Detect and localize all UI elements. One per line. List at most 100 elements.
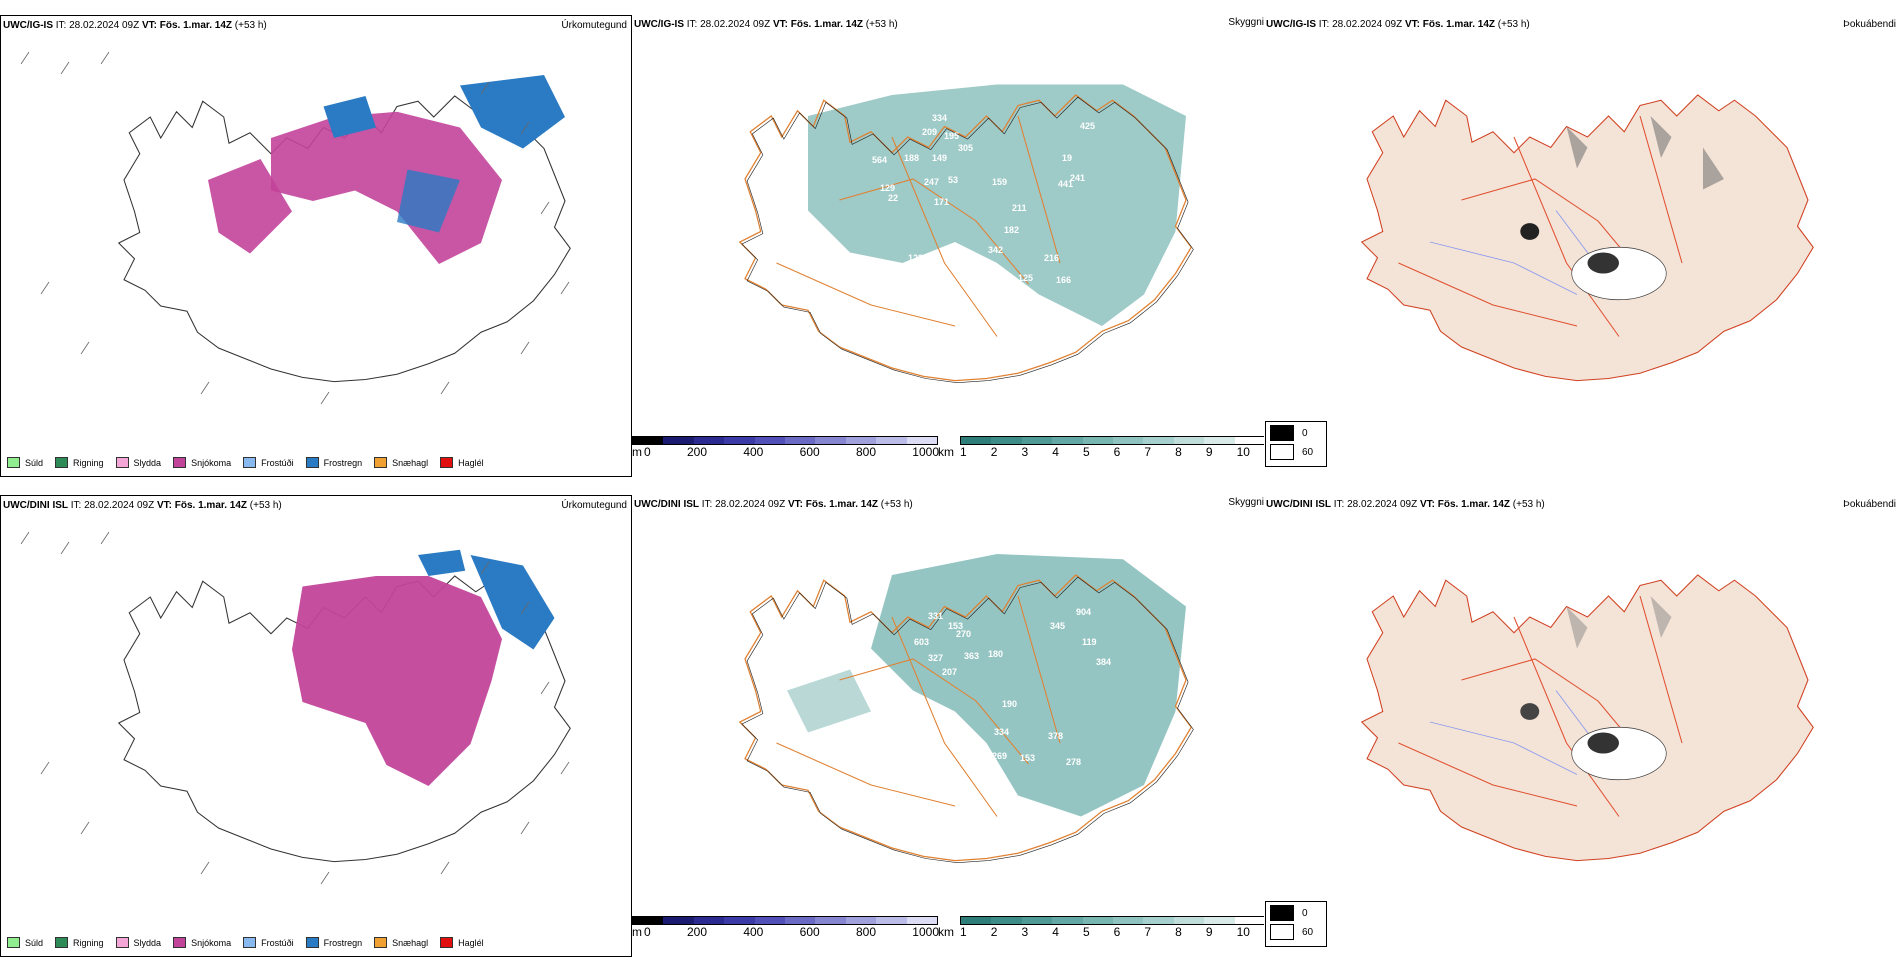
legend-item: Súld: [7, 457, 43, 468]
panel-title: UWC/DINI ISL IT: 28.02.2024 09Z VT: Fös.…: [1266, 499, 1545, 510]
fog-index-panel-bottom: UWC/DINI ISL IT: 28.02.2024 09Z VT: Fös.…: [1264, 495, 1896, 957]
legend-item: Haglél: [440, 937, 484, 948]
visibility-colorbar: [960, 436, 1264, 445]
precip-map: [20, 51, 571, 405]
fog-map: [1361, 94, 1814, 382]
cloud-base-value: 166: [1056, 275, 1071, 285]
cloud-base-value: 207: [942, 667, 957, 677]
cloud-base-unit: m: [632, 445, 642, 459]
cloud-base-value: 188: [904, 153, 919, 163]
panel-title: UWC/DINI ISL IT: 28.02.2024 09Z VT: Fös.…: [3, 500, 282, 511]
cloud-base-value: 125: [1018, 273, 1033, 283]
cloud-base-value: 269: [992, 751, 1007, 761]
cloud-base-value: 186: [880, 277, 895, 287]
cloud-base-value: 190: [1002, 699, 1017, 709]
cloud-base-value: 129: [880, 183, 895, 193]
panel-variable-label: Skyggni: [1228, 497, 1264, 508]
legend-item: Snæhagl: [374, 937, 428, 948]
visibility-unit: km: [938, 445, 954, 459]
cloud-base-value: 209: [922, 127, 937, 137]
cloud-base-value: 270: [956, 629, 971, 639]
panel-variable-label: Skyggni: [1228, 17, 1264, 28]
cloud-base-value: 904: [1076, 607, 1091, 617]
legend-item: Snjókoma: [173, 937, 231, 948]
visibility-unit: km: [938, 925, 954, 939]
cloud-base-colorbar: [632, 916, 938, 925]
panel-title: UWC/DINI ISL IT: 28.02.2024 09Z VT: Fös.…: [634, 499, 913, 510]
cloud-base-value: 159: [992, 177, 1007, 187]
legend-item: Súld: [7, 937, 43, 948]
legend-item: Snæhagl: [374, 457, 428, 468]
fog-map: [1361, 574, 1814, 862]
cloud-base-value: 241: [1070, 173, 1085, 183]
legend-item: Frostregn: [305, 457, 362, 468]
visibility-colorbar: [960, 916, 1264, 925]
cloud-base-value: 153: [948, 621, 963, 631]
cloud-base-value: 560: [972, 745, 987, 755]
legend-item: Haglél: [440, 457, 484, 468]
cloud-base-value: 153: [1020, 753, 1035, 763]
cloud-base-unit: m: [632, 925, 642, 939]
panel-title: UWC/IG-IS IT: 28.02.2024 09Z VT: Fös. 1.…: [1266, 19, 1530, 30]
cloud-base-value: 19: [1062, 153, 1072, 163]
cloud-base-value: 331: [928, 611, 943, 621]
cloud-base-value: 153: [914, 757, 929, 767]
cloud-base-value: 363: [964, 651, 979, 661]
panel-variable-label: Úrkomutegund: [561, 20, 627, 31]
cloud-base-value: 378: [1048, 731, 1063, 741]
visibility-ticks: 1 2 3 4 5 6 7 8 9 10: [960, 445, 1250, 459]
cloud-base-value: 247: [924, 177, 939, 187]
cloud-base-value: 305: [958, 143, 973, 153]
visibility-ticks: 1 2 3 4 5 6 7 8 9 10: [960, 925, 1250, 939]
cloud-base-value: 327: [928, 653, 943, 663]
fog-legend: 0 60: [1265, 421, 1327, 467]
cloud-base-value: 171: [934, 197, 949, 207]
cloud-base-ticks: 0 200 400 600 800 1000: [644, 445, 939, 459]
cloud-base-value: 342: [988, 245, 1003, 255]
cloud-visibility-panel-top: UWC/IG-IS IT: 28.02.2024 09Z VT: Fös. 1.…: [632, 15, 1264, 477]
precip-type-panel-top: UWC/IG-IS IT: 28.02.2024 09Z VT: Fös. 1.…: [0, 15, 632, 477]
legend-item: Snjókoma: [173, 457, 231, 468]
legend-item: Frostúði: [243, 937, 294, 948]
cloud-base-value: 345: [1050, 621, 1065, 631]
panel-variable-label: Úrkomutegund: [561, 500, 627, 511]
legend-item: Slydda: [115, 457, 161, 468]
cloud-base-value: 123: [908, 253, 923, 263]
cloud-base-value: 334: [994, 727, 1009, 737]
cloud-base-value: 441: [1058, 179, 1073, 189]
cloud-base-value: 219: [996, 275, 1011, 285]
cloud-base-value: 246: [896, 753, 911, 763]
cloud-base-value: 53: [948, 175, 958, 185]
cloud-base-ticks: 0 200 400 600 800 1000: [644, 925, 939, 939]
legend-item: Rigning: [55, 937, 104, 948]
cloud-base-value: 425: [1080, 121, 1095, 131]
cloud-visibility-panel-bottom: UWC/DINI ISL IT: 28.02.2024 09Z VT: Fös.…: [632, 495, 1264, 957]
cloud-base-value: 182: [1004, 225, 1019, 235]
cloud-base-value: 180: [988, 649, 1003, 659]
cloud-base-value: 564: [872, 155, 887, 165]
precip-type-panel-bottom: UWC/DINI ISL IT: 28.02.2024 09Z VT: Fös.…: [0, 495, 632, 957]
cloud-base-value: 149: [932, 153, 947, 163]
precip-map: [20, 531, 571, 885]
precip-type-legend: Súld Rigning Slydda Snjókoma Frostúði Fr…: [7, 937, 484, 948]
cloud-base-value: 22: [888, 193, 898, 203]
cloud-base-value: 384: [1096, 657, 1111, 667]
cloud-base-colorbar: [632, 436, 938, 445]
cloud-base-value: 216: [1044, 253, 1059, 263]
legend-item: Slydda: [115, 937, 161, 948]
legend-item: Frostregn: [305, 937, 362, 948]
cloud-base-value: 334: [932, 113, 947, 123]
cloud-base-value: 603: [914, 637, 929, 647]
cloud-base-value: 166: [888, 263, 903, 273]
cloud-base-value: 119: [1082, 637, 1097, 647]
cloud-base-value: 316: [980, 267, 995, 277]
cloud-base-value: 211: [1012, 203, 1027, 213]
legend-item: Rigning: [55, 457, 104, 468]
panel-title: UWC/IG-IS IT: 28.02.2024 09Z VT: Fös. 1.…: [3, 20, 267, 31]
precip-type-legend: Súld Rigning Slydda Snjókoma Frostúði Fr…: [7, 457, 484, 468]
fog-index-panel-top: UWC/IG-IS IT: 28.02.2024 09Z VT: Fös. 1.…: [1264, 15, 1896, 477]
